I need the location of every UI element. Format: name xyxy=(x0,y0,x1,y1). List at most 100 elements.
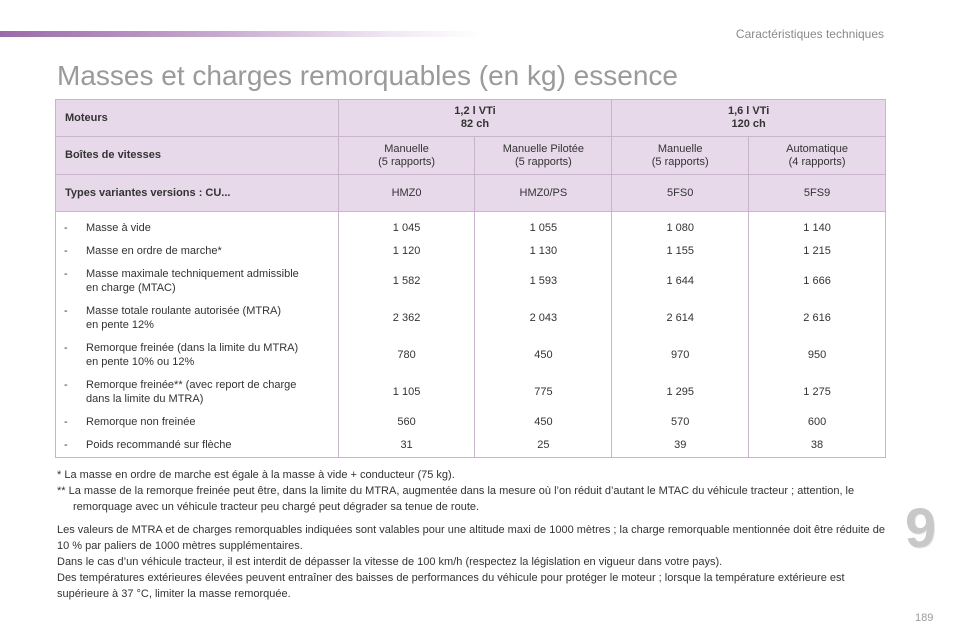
row-label-text: Masse en ordre de marche* xyxy=(86,244,222,258)
value-cell: 25 xyxy=(474,433,613,458)
value-cell: 1 055 xyxy=(474,211,613,239)
value-cell: 2 043 xyxy=(474,299,613,336)
value-cell: 600 xyxy=(807,415,827,428)
value-cell: 1 105 xyxy=(338,373,476,410)
gearbox-type: Manuelle xyxy=(657,142,703,155)
value-cell: 780 xyxy=(338,336,476,373)
row-label: - Poids recommandé sur flèche xyxy=(55,433,339,458)
row-label-line: Remorque freinée (dans la limite du MTRA… xyxy=(86,341,299,354)
row-dash: - xyxy=(64,415,68,428)
engine-1-power: 82 ch xyxy=(460,118,490,130)
row-label-line: en charge (MTAC) xyxy=(86,281,176,294)
row-label-text: Remorque non freinée xyxy=(86,415,195,429)
row-label-line: en pente 10% ou 12% xyxy=(86,355,195,368)
gearbox-ratios: (5 rapports) xyxy=(514,155,572,168)
chapter-number: 9 xyxy=(905,496,937,559)
table-row: - Masse en ordre de marche* 1 120 1 130 1 15… xyxy=(55,239,886,262)
value-cell: 560 xyxy=(338,410,476,433)
row-dash: - xyxy=(64,341,68,354)
row-label: - Remorque non freinée xyxy=(55,410,339,433)
value-cell: 1 295 xyxy=(611,373,750,410)
value-cell: 1 140 xyxy=(803,221,831,234)
value-cell: 450 xyxy=(474,336,613,373)
gearbox-ratios: (5 rapports) xyxy=(651,155,709,168)
value-cell: 1 130 xyxy=(474,239,613,262)
value-cell: 39 xyxy=(611,433,750,458)
engine-2-header: 1,6 l VTi 120 ch xyxy=(611,99,886,137)
row-label-text: Remorque freinée (dans la limite du MTRA… xyxy=(86,341,298,369)
table-header-row-types: Types variantes versions : CU... HMZ0 HM… xyxy=(55,174,886,212)
info-paragraph-1: Les valeurs de MTRA et de charges remorq… xyxy=(57,524,885,552)
specs-table: Moteurs 1,2 l VTi 82 ch 1,6 l VTi 120 ch… xyxy=(55,99,886,458)
value-cell: 775 xyxy=(474,373,613,410)
version-code: 5FS0 xyxy=(611,174,750,212)
gearbox-ratios: (5 rapports) xyxy=(378,155,435,168)
gearbox-ratios: (4 rapports) xyxy=(788,155,846,168)
value-cell: 1 644 xyxy=(611,262,750,299)
value-cell: 1 120 xyxy=(338,239,476,262)
row-dash: - xyxy=(64,439,68,451)
value-cell: 1 666 xyxy=(803,274,831,287)
row-label: - Remorque freinée** (avec report de char… xyxy=(55,373,339,410)
table-header-row-boites: Boîtes de vitesses Manuelle (5 rapports) … xyxy=(55,136,886,175)
gearbox-type: Manuelle Pilotée xyxy=(502,142,585,155)
version-code: 5FS9 xyxy=(748,174,886,212)
value-cell: 1 155 xyxy=(611,239,750,262)
section-title: Caractéristiques techniques xyxy=(735,27,884,41)
engine-2-power: 120 ch xyxy=(731,118,766,130)
footnote-1: * La masse en ordre de marche est égale … xyxy=(57,469,455,481)
value-cell: 2 614 xyxy=(611,299,750,336)
row-label-line: Masse en ordre de marche* xyxy=(86,244,222,257)
row-dash: - xyxy=(64,267,68,280)
row-label: - Masse totale roulante autorisée (MTRA) e… xyxy=(55,299,339,336)
row-head-boites: Boîtes de vitesses xyxy=(55,136,339,175)
row-label: - Masse maximale techniquement admissible… xyxy=(55,262,339,299)
value-cell: 950 xyxy=(807,348,827,361)
row-label-text: Masse totale roulante autorisée (MTRA) en… xyxy=(86,304,281,332)
version-code: HMZ0 xyxy=(338,174,476,212)
row-label-line: Remorque freinée** (avec report de charg… xyxy=(86,378,297,391)
value-cell: 2 616 xyxy=(803,311,831,324)
row-head-types: Types variantes versions : CU... xyxy=(55,174,339,212)
table-row: - Remorque freinée (dans la limite du MTR… xyxy=(55,336,886,373)
info-paragraph-2: Dans le cas d’un véhicule tracteur, il e… xyxy=(57,556,723,568)
gearbox-type: Automatique xyxy=(786,142,848,155)
info-paragraph-3: Des températures extérieures élevées peu… xyxy=(57,572,845,600)
row-label-text: Poids recommandé sur flèche xyxy=(86,438,232,452)
engine-2-name: 1,6 l VTi xyxy=(727,105,770,117)
value-cell: 31 xyxy=(338,433,476,458)
row-label-line: dans la limite du MTRA) xyxy=(86,392,204,405)
row-label: - Masse en ordre de marche* xyxy=(55,239,339,262)
table-row: - Poids recommandé sur flèche 31 25 39 38 xyxy=(55,433,886,458)
row-head-moteurs: Moteurs xyxy=(55,99,339,137)
gearbox-cell: Automatique (4 rapports) xyxy=(748,136,886,175)
value-cell: 1 045 xyxy=(338,211,476,239)
gearbox-cell: Manuelle (5 rapports) xyxy=(338,136,476,175)
row-dash: - xyxy=(64,244,68,257)
page-title: Masses et charges remorquables (en kg) e… xyxy=(57,60,678,91)
row-label-line: Poids recommandé sur flèche xyxy=(86,439,232,451)
row-dash: - xyxy=(64,221,68,234)
row-label-line: en pente 12% xyxy=(86,318,154,331)
value-cell: 570 xyxy=(611,410,750,433)
value-cell: 1 080 xyxy=(611,211,750,239)
row-label: - Masse à vide xyxy=(55,211,339,239)
row-dash: - xyxy=(64,378,68,391)
page-number: 189 xyxy=(915,612,934,624)
value-cell: 1 215 xyxy=(803,244,831,257)
header-accent-bar xyxy=(0,31,480,37)
row-label-line: Remorque non freinée xyxy=(86,415,196,428)
engine-1-header: 1,2 l VTi 82 ch xyxy=(338,99,613,137)
gearbox-type: Manuelle xyxy=(384,142,429,155)
row-dash: - xyxy=(64,304,68,317)
row-label-line: Masse maximale techniquement admissible xyxy=(86,267,299,280)
row-label: - Remorque freinée (dans la limite du MTR… xyxy=(55,336,339,373)
row-label-text: Masse maximale techniquement admissible e… xyxy=(86,267,299,295)
value-cell: 1 275 xyxy=(803,385,831,398)
row-label-text: Masse à vide xyxy=(86,221,151,235)
row-label-line: Masse à vide xyxy=(86,221,151,234)
table-row: - Masse à vide 1 045 1 055 1 080 1 140 xyxy=(55,211,886,239)
version-code: HMZ0/PS xyxy=(474,174,613,212)
table-row: - Remorque non freinée 560 450 570 600 xyxy=(55,410,886,433)
table-row: - Masse maximale techniquement admissible… xyxy=(55,262,886,299)
